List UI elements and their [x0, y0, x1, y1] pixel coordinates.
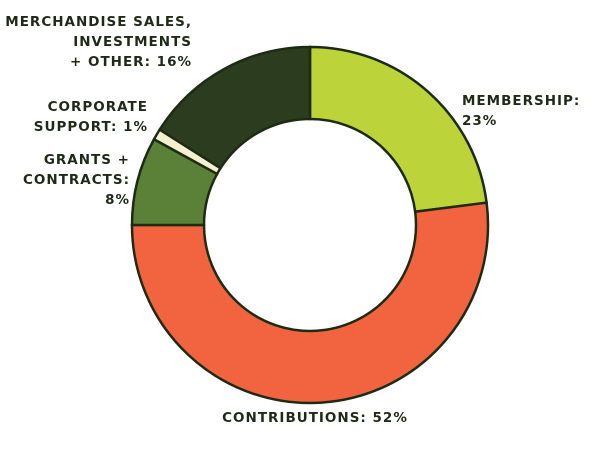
- segment-label: MERCHANDISE SALES,: [5, 14, 192, 30]
- segment-label: INVESTMENTS: [73, 34, 192, 50]
- donut-segment: [157, 45, 312, 170]
- segment-label: MEMBERSHIP:: [462, 93, 580, 109]
- segment-label: 23%: [462, 113, 497, 129]
- segment-label: 8%: [105, 192, 130, 208]
- segment-label: + OTHER: 16%: [70, 54, 192, 70]
- segment-label: CORPORATE: [48, 99, 148, 115]
- segment-label: GRANTS +: [44, 152, 130, 168]
- segment-label: CONTRIBUTIONS: 52%: [222, 410, 408, 426]
- segment-label: SUPPORT: 1%: [34, 119, 148, 135]
- donut-segment: [130, 201, 490, 405]
- segment-label: CONTRACTS:: [23, 172, 130, 188]
- donut-segment: [308, 45, 488, 214]
